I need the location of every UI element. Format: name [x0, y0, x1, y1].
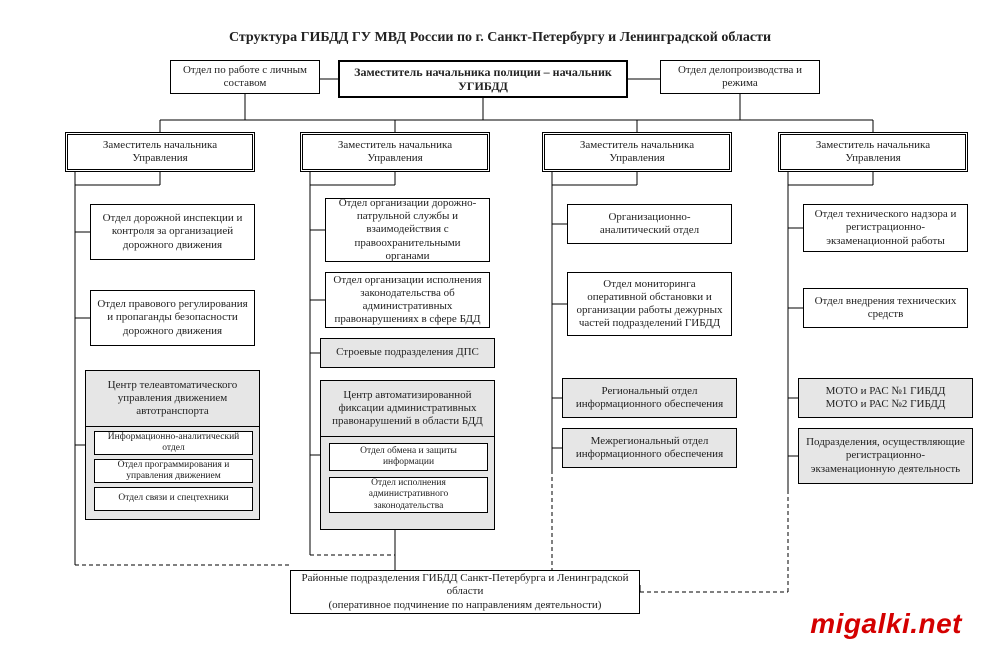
bottom-box: Районные подразделения ГИБДД Санкт-Петер… [290, 570, 640, 614]
col1-center-s2: Отдел программирования и управления движ… [94, 459, 253, 483]
chief-box: Заместитель начальника полиции – начальн… [338, 60, 628, 98]
col1-b2: Отдел правового регулирования и пропаган… [90, 290, 255, 346]
col1-center-s1: Информационно-аналитический отдел [94, 431, 253, 455]
col4-b2: Отдел внедрения технических средств [803, 288, 968, 328]
col4-b3: МОТО и РАС №1 ГИБДД МОТО и РАС №2 ГИБДД [798, 378, 973, 418]
deputy-4: Заместитель начальника Управления [778, 132, 968, 172]
page-title: Структура ГИБДД ГУ МВД России по г. Санк… [0, 30, 1000, 46]
watermark: migalki.net [810, 608, 962, 640]
col2-b2: Отдел организации исполнения законодател… [325, 272, 490, 328]
col3-b4: Межрегиональный отдел информационного об… [562, 428, 737, 468]
col1-center-title: Центр телеавтоматического управления дви… [86, 371, 259, 427]
col2-center-title: Центр автоматизированной фиксации админи… [321, 381, 494, 437]
col3-b1: Организационно-аналитический отдел [567, 204, 732, 244]
col3-b2: Отдел мониторинга оперативной обстановки… [567, 272, 732, 336]
col2-center-s2: Отдел исполнения административного закон… [329, 477, 488, 513]
col3-b3: Региональный отдел информационного обесп… [562, 378, 737, 418]
side-right-box: Отдел делопроизводства и режима [660, 60, 820, 94]
col2-b3: Строевые подразделения ДПС [320, 338, 495, 368]
deputy-3: Заместитель начальника Управления [542, 132, 732, 172]
col1-center: Центр телеавтоматического управления дви… [85, 370, 260, 520]
col4-b1: Отдел технического надзора и регистрацио… [803, 204, 968, 252]
side-left-box: Отдел по работе с личным составом [170, 60, 320, 94]
col1-b1: Отдел дорожной инспекции и контроля за о… [90, 204, 255, 260]
col4-b4: Подразделения, осуществляющие регистраци… [798, 428, 973, 484]
col2-b1: Отдел организации дорожно-патрульной слу… [325, 198, 490, 262]
col2-center-s1: Отдел обмена и защиты информации [329, 443, 488, 471]
deputy-2: Заместитель начальника Управления [300, 132, 490, 172]
col1-center-s3: Отдел связи и спецтехники [94, 487, 253, 511]
deputy-1: Заместитель начальника Управления [65, 132, 255, 172]
col2-center: Центр автоматизированной фиксации админи… [320, 380, 495, 530]
